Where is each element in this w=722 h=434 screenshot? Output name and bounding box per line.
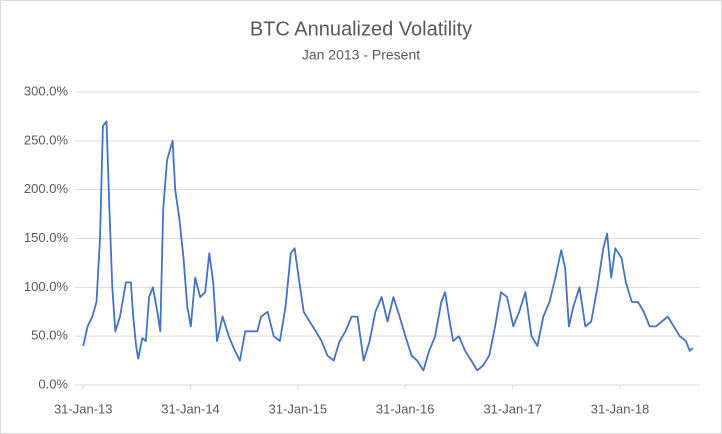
x-tick-label: 31-Jan-13 <box>54 401 113 416</box>
x-tick-label: 31-Jan-18 <box>591 401 650 416</box>
y-tick-label: 300.0% <box>24 83 69 98</box>
series-line <box>82 120 694 372</box>
x-tick-label: 31-Jan-14 <box>161 401 220 416</box>
chart-subtitle: Jan 2013 - Present <box>302 47 420 63</box>
y-tick-label: 150.0% <box>24 230 69 245</box>
x-tick-label: 31-Jan-15 <box>269 401 328 416</box>
x-tick-label: 31-Jan-16 <box>376 401 435 416</box>
y-tick-label: 0.0% <box>38 376 68 391</box>
y-tick-label: 250.0% <box>24 132 69 147</box>
chart-title: BTC Annualized Volatility <box>250 18 472 40</box>
y-tick-label: 50.0% <box>31 328 68 343</box>
y-tick-label: 200.0% <box>24 181 69 196</box>
y-tick-label: 100.0% <box>24 279 69 294</box>
x-tick-label: 31-Jan-17 <box>483 401 542 416</box>
